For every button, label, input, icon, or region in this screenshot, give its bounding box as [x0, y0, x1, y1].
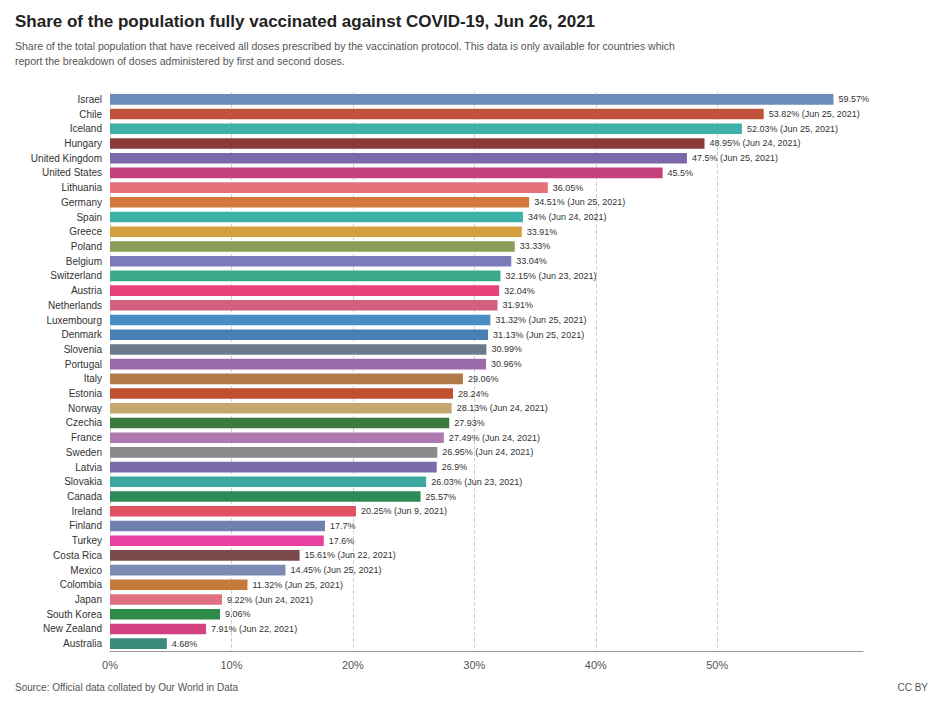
- svg-text:11.32% (Jun 25, 2021): 11.32% (Jun 25, 2021): [252, 580, 342, 590]
- svg-text:33.91%: 33.91%: [527, 227, 558, 237]
- svg-text:Mexico: Mexico: [70, 565, 102, 576]
- svg-text:28.13% (Jun 24, 2021): 28.13% (Jun 24, 2021): [457, 403, 548, 413]
- svg-text:Estonia: Estonia: [69, 388, 103, 399]
- svg-text:Share of the total population: Share of the total population that have …: [15, 40, 675, 52]
- svg-text:32.15% (Jun 23, 2021): 32.15% (Jun 23, 2021): [505, 271, 596, 281]
- svg-text:Australia: Australia: [63, 638, 102, 649]
- svg-text:Portugal: Portugal: [65, 359, 102, 370]
- svg-text:20.25% (Jun 9, 2021): 20.25% (Jun 9, 2021): [361, 506, 447, 516]
- svg-text:25.57%: 25.57%: [426, 492, 457, 502]
- svg-text:report the breakdown of doses: report the breakdown of doses administer…: [15, 55, 345, 67]
- svg-text:53.82% (Jun 25, 2021): 53.82% (Jun 25, 2021): [769, 109, 860, 119]
- svg-text:26.03% (Jun 23, 2021): 26.03% (Jun 23, 2021): [431, 477, 522, 487]
- svg-text:Greece: Greece: [69, 226, 102, 237]
- svg-text:Finland: Finland: [69, 520, 102, 531]
- svg-text:Sweden: Sweden: [66, 447, 102, 458]
- svg-text:Denmark: Denmark: [61, 329, 103, 340]
- svg-text:48.95% (Jun 24, 2021): 48.95% (Jun 24, 2021): [710, 138, 801, 148]
- svg-text:Germany: Germany: [61, 197, 102, 208]
- svg-text:14.45% (Jun 25, 2021): 14.45% (Jun 25, 2021): [290, 565, 381, 575]
- svg-text:Chile: Chile: [79, 109, 102, 120]
- svg-text:Canada: Canada: [67, 491, 102, 502]
- svg-text:Turkey: Turkey: [72, 535, 102, 546]
- svg-text:United Kingdom: United Kingdom: [31, 153, 102, 164]
- svg-text:United States: United States: [42, 167, 102, 178]
- svg-text:Israel: Israel: [78, 94, 102, 105]
- svg-text:Spain: Spain: [76, 212, 102, 223]
- svg-text:28.24%: 28.24%: [458, 389, 489, 399]
- svg-text:Source: Official data collated: Source: Official data collated by Our Wo…: [15, 682, 239, 693]
- svg-text:Slovakia: Slovakia: [64, 476, 102, 487]
- svg-text:29.06%: 29.06%: [468, 374, 499, 384]
- svg-text:31.32% (Jun 25, 2021): 31.32% (Jun 25, 2021): [495, 315, 586, 325]
- svg-text:Hungary: Hungary: [64, 138, 102, 149]
- svg-text:4.68%: 4.68%: [172, 639, 198, 649]
- svg-text:47.5% (Jun 25, 2021): 47.5% (Jun 25, 2021): [692, 153, 778, 163]
- svg-text:59.57%: 59.57%: [838, 94, 869, 104]
- svg-text:27.93%: 27.93%: [454, 418, 485, 428]
- svg-text:Ireland: Ireland: [71, 506, 102, 517]
- svg-text:33.33%: 33.33%: [520, 241, 551, 251]
- svg-text:17.7%: 17.7%: [330, 521, 356, 531]
- svg-text:45.5%: 45.5%: [668, 168, 694, 178]
- svg-text:30%: 30%: [463, 659, 485, 671]
- svg-text:Poland: Poland: [71, 241, 102, 252]
- svg-text:Lithuania: Lithuania: [61, 182, 102, 193]
- svg-text:Italy: Italy: [84, 373, 102, 384]
- svg-text:CC BY: CC BY: [897, 682, 928, 693]
- svg-text:40%: 40%: [585, 659, 607, 671]
- svg-text:Japan: Japan: [75, 594, 102, 605]
- svg-text:Austria: Austria: [71, 285, 103, 296]
- svg-text:10%: 10%: [220, 659, 242, 671]
- svg-text:Latvia: Latvia: [75, 462, 102, 473]
- svg-text:Costa Rica: Costa Rica: [53, 550, 102, 561]
- svg-text:31.91%: 31.91%: [503, 300, 534, 310]
- svg-text:30.99%: 30.99%: [491, 344, 522, 354]
- svg-text:Belgium: Belgium: [66, 256, 102, 267]
- svg-text:17.6%: 17.6%: [329, 536, 355, 546]
- svg-text:50%: 50%: [706, 659, 728, 671]
- svg-text:Netherlands: Netherlands: [48, 300, 102, 311]
- svg-text:Share of the population fully: Share of the population fully vaccinated…: [15, 12, 595, 31]
- svg-text:52.03% (Jun 25, 2021): 52.03% (Jun 25, 2021): [747, 124, 838, 134]
- svg-text:15.61% (Jun 22, 2021): 15.61% (Jun 22, 2021): [305, 550, 396, 560]
- svg-text:Czechia: Czechia: [66, 417, 103, 428]
- svg-text:Luxembourg: Luxembourg: [46, 315, 102, 326]
- svg-text:36.05%: 36.05%: [553, 183, 584, 193]
- svg-text:France: France: [71, 432, 103, 443]
- svg-text:34.51% (Jun 25, 2021): 34.51% (Jun 25, 2021): [534, 197, 625, 207]
- svg-text:27.49% (Jun 24, 2021): 27.49% (Jun 24, 2021): [449, 433, 540, 443]
- svg-text:26.9%: 26.9%: [442, 462, 468, 472]
- svg-text:9.06%: 9.06%: [225, 609, 251, 619]
- svg-text:20%: 20%: [342, 659, 364, 671]
- svg-text:33.04%: 33.04%: [516, 256, 547, 266]
- svg-text:0%: 0%: [102, 659, 118, 671]
- svg-text:7.91% (Jun 22, 2021): 7.91% (Jun 22, 2021): [211, 624, 297, 634]
- svg-text:New Zealand: New Zealand: [43, 623, 102, 634]
- svg-text:Norway: Norway: [68, 403, 102, 414]
- svg-text:32.04%: 32.04%: [504, 286, 535, 296]
- svg-text:Switzerland: Switzerland: [50, 270, 102, 281]
- svg-text:Colombia: Colombia: [60, 579, 103, 590]
- svg-text:9.22% (Jun 24, 2021): 9.22% (Jun 24, 2021): [227, 595, 313, 605]
- svg-text:South Korea: South Korea: [46, 609, 102, 620]
- svg-text:31.13% (Jun 25, 2021): 31.13% (Jun 25, 2021): [493, 330, 584, 340]
- svg-text:Iceland: Iceland: [70, 123, 102, 134]
- svg-text:26.95% (Jun 24, 2021): 26.95% (Jun 24, 2021): [442, 447, 533, 457]
- svg-text:34% (Jun 24, 2021): 34% (Jun 24, 2021): [528, 212, 607, 222]
- svg-text:Slovenia: Slovenia: [64, 344, 103, 355]
- svg-text:30.96%: 30.96%: [491, 359, 522, 369]
